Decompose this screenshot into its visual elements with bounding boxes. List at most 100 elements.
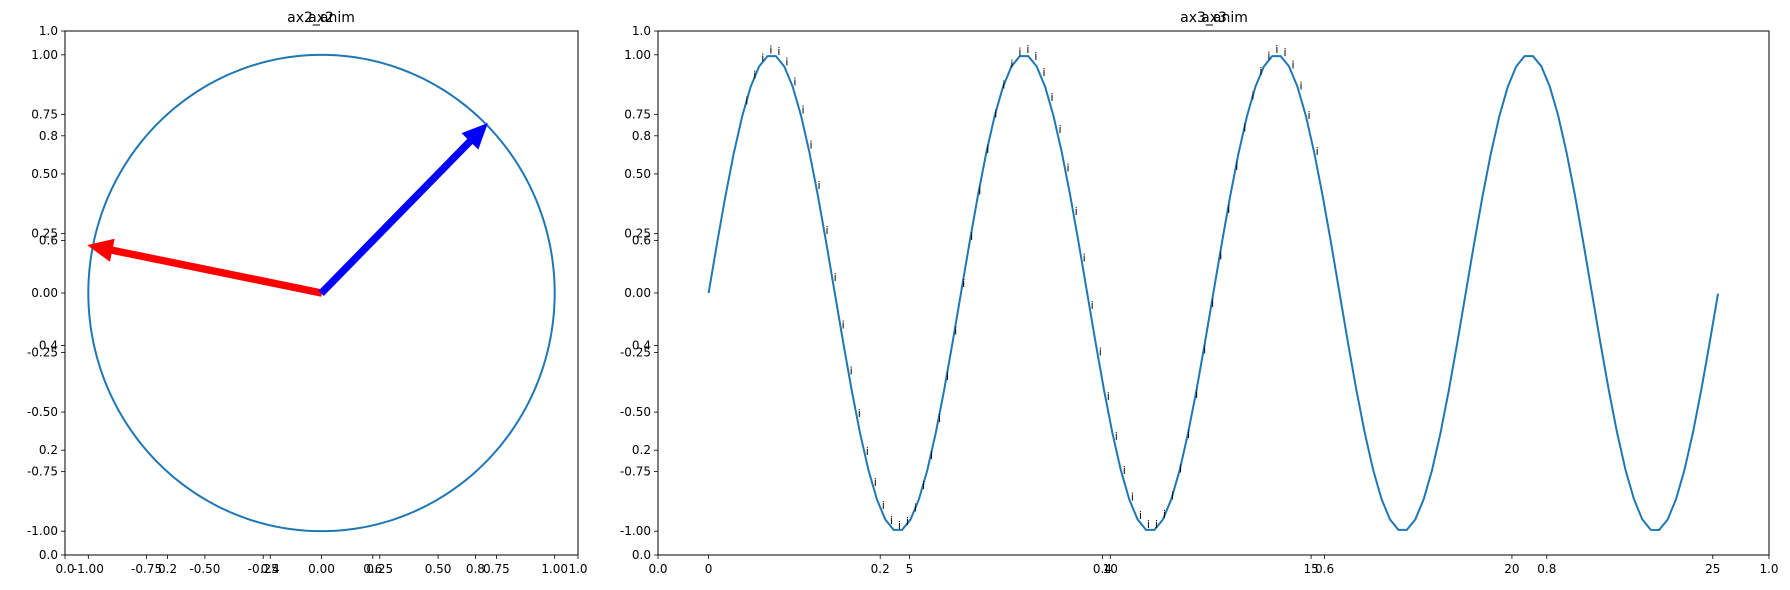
ytick-label: -0.25 [27,346,58,360]
annotation-label: i [801,103,804,116]
annotation-label: i [1316,145,1319,158]
xtick-label: 0.75 [483,562,510,576]
ytick-label: 0.75 [31,107,58,121]
ytick-label: -0.50 [27,405,58,419]
annotation-label: i [818,179,821,192]
annotation-label: i [1203,344,1206,357]
annotation-label: i [769,43,772,56]
series-line [87,53,556,533]
annotation-label: i [793,75,796,88]
ax2-frame [64,30,579,556]
chart-title-ax3-overlay: ax3_anim [1180,10,1248,26]
xtick-label: -0.75 [131,562,162,576]
ax3-ticks: 0 5 10 15 20 25-1.00-0.75-0.50-0.250.000.250.… [620,48,1720,576]
annotation-label: i [1034,50,1037,63]
chart-title-ax3: ax3 [1201,10,1227,26]
annotation-label: i [930,449,933,462]
annotation-label: i [1171,490,1174,503]
chart-ax2: ax2 ax2_anim 0.0 0.2 0.4 0.6 0.8 1.0 0.0 0.2 0.4… [27,10,588,576]
frame-ytick-label: 0.2 [39,443,58,457]
annotation-label: i [785,56,788,69]
frame-ytick-label: 1.0 [632,24,651,38]
frame-ytick-label: 0.4 [39,338,58,352]
annotation-label: i [1187,428,1190,441]
annotation-label: i [1139,509,1142,522]
xtick-label: 0.00 [308,562,335,576]
ytick-label: -0.25 [620,346,651,360]
ytick-label: 0.25 [31,226,58,240]
ytick-label: 0.00 [624,286,651,300]
frame-xtick-label: 0.8 [1537,562,1556,576]
annotation-label: i [1219,249,1222,262]
annotation-label: i [1243,122,1246,135]
ytick-label: -0.75 [620,465,651,479]
annotation-label: i [970,230,973,243]
ytick-label: -0.50 [620,405,651,419]
annotation-label: i [1026,43,1029,56]
annotation-label: i [1179,462,1182,475]
frame-xtick-label: 1.0 [568,562,587,576]
frame-ytick-label: 0.6 [39,234,58,248]
xtick-label: 0 [705,562,713,576]
annotation-label: i [1099,346,1102,359]
annotation-label: i [1075,205,1078,218]
annotation-label: i [906,515,909,528]
frame-ytick-label: 0.2 [632,443,651,457]
series-line [707,55,1719,531]
ytick-label: -1.00 [27,524,58,538]
xtick-label: 20 [1504,562,1519,576]
annotation-label: i [1283,46,1286,59]
ax2-ticks: -1.00 -0.75 -0.50 -0.25 0.00 0.25 0.50 0.75 1.00… [27,48,568,576]
frame-ytick-label: 0.8 [39,129,58,143]
xtick-label: -0.50 [189,562,220,576]
ytick-label: 1.00 [624,48,651,62]
annotation-label: i [1275,43,1278,56]
ytick-label: 0.75 [624,107,651,121]
annotation-label: i [1115,430,1118,443]
xtick-label: -1.00 [73,562,104,576]
annotation-label: i [1227,203,1230,216]
xtick-label: 0.25 [366,562,393,576]
annotation-label: i [1131,491,1134,504]
frame-xtick-label: 0.0 [648,562,667,576]
frame-xtick-label: 0.8 [466,562,485,576]
annotation-label: i [1067,162,1070,175]
annotation-label: i [1195,388,1198,401]
annotation-label: i [1211,297,1214,310]
annotation-label: i [946,370,949,383]
annotation-label: i [834,271,837,284]
annotation-label: i [954,324,957,337]
annotation-label: i [1163,508,1166,521]
frame-xtick-label: 0.2 [158,562,177,576]
ytick-label: 0.00 [31,286,58,300]
frame-xtick-label: 0.4 [1093,562,1112,576]
frame-ytick-label: 1.0 [39,24,58,38]
ax3-frame [657,30,1770,556]
annotation-label: i [1123,464,1126,477]
annotation-label: i [914,502,917,515]
annotation-label: i [898,519,901,532]
annotation-label: i [962,277,965,290]
annotation-label: i [938,412,941,425]
annotation-label: i [1300,80,1303,93]
ax2-plot-area [87,53,556,533]
annotation-label: i [826,224,829,237]
frame-ytick-label: 0.8 [632,129,651,143]
frame-ytick-label: 0.6 [632,234,651,248]
annotation-label: i [1018,46,1021,59]
frame-xtick-label: 0.6 [1315,562,1334,576]
chart-title-ax2-overlay: ax2_anim [287,10,355,26]
xtick-label: 25 [1705,562,1720,576]
ytick-label: 0.50 [624,167,651,181]
annotation-label: i [1308,109,1311,122]
xtick-label: 5 [906,562,914,576]
xtick-label: -0.25 [248,562,279,576]
annotation-label: i [1291,58,1294,71]
frame-xtick-label: 0.2 [871,562,890,576]
annotation-label: i [858,407,861,420]
annotation-label: i [850,365,853,378]
annotation-label: i [745,94,748,107]
xtick-label: 1.00 [541,562,568,576]
ytick-label: -0.75 [27,465,58,479]
